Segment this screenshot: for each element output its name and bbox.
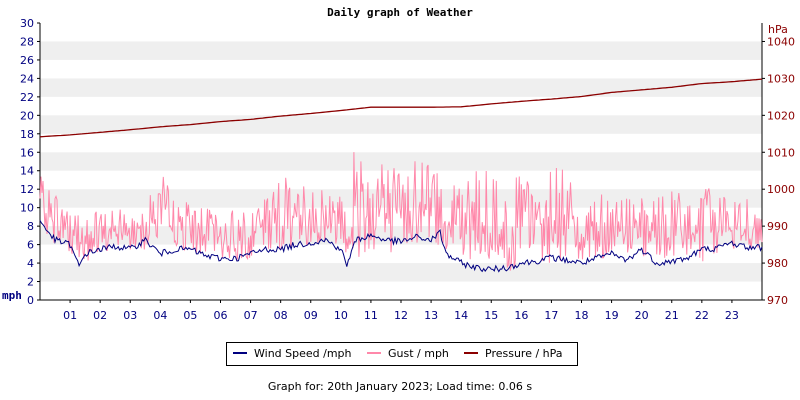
- grid-bands: [40, 41, 762, 282]
- grid-band: [40, 78, 762, 97]
- x-tick-label: 13: [424, 309, 438, 322]
- legend-swatch-wind: [233, 352, 247, 354]
- grid-band: [40, 115, 762, 134]
- x-tick-label: 02: [93, 309, 107, 322]
- y-right-tick-label: 970: [767, 294, 788, 307]
- footer-status: Graph for: 20th January 2023; Load time:…: [267, 380, 533, 393]
- y-left-tick-label: 22: [20, 91, 34, 104]
- y-left-tick-label: 12: [20, 183, 34, 196]
- x-tick-label: 01: [63, 309, 77, 322]
- legend-item-wind: Wind Speed /mph: [233, 347, 352, 363]
- x-tick-label: 21: [665, 309, 679, 322]
- pressure-line: [39, 78, 763, 138]
- y-left-tick-label: 26: [20, 54, 34, 67]
- gust-series: [39, 152, 763, 271]
- x-tick-label: 16: [514, 309, 528, 322]
- x-axis-ticks: 01 02 03 04 05 06 07 08 09 10 11 12 13 14 15 16 17 18 19 20…: [63, 300, 739, 322]
- y-axis-right-ticks: 970 980 990 1000 1010 1020 1030 1040: [762, 35, 795, 307]
- y-right-tick-label: 1030: [767, 72, 795, 85]
- x-tick-label: 07: [244, 309, 258, 322]
- x-tick-label: 08: [274, 309, 288, 322]
- x-tick-label: 22: [695, 309, 709, 322]
- legend-item-pressure: Pressure / hPa: [464, 347, 563, 363]
- y-left-tick-label: 30: [20, 17, 34, 30]
- y-left-tick-label: 14: [20, 165, 34, 178]
- x-tick-label: 19: [605, 309, 619, 322]
- wind-speed-series: [39, 220, 763, 273]
- y-right-tick-label: 980: [767, 257, 788, 270]
- chart-title: Daily graph of Weather: [327, 6, 473, 19]
- y-left-tick-label: 8: [27, 220, 34, 233]
- legend-label-gust: Gust / mph: [388, 347, 449, 360]
- y-left-tick-label: 6: [27, 239, 34, 252]
- y-right-tick-label: 1020: [767, 109, 795, 122]
- y-left-tick-label: 24: [20, 72, 34, 85]
- legend-swatch-gust: [367, 352, 381, 354]
- grid-band: [40, 41, 762, 60]
- x-tick-label: 03: [123, 309, 137, 322]
- chart-legend: Wind Speed /mph Gust / mph Pressure / hP…: [226, 342, 578, 366]
- legend-label-pressure: Pressure / hPa: [485, 347, 563, 360]
- x-tick-label: 09: [304, 309, 318, 322]
- x-tick-label: 18: [575, 309, 589, 322]
- y-left-tick-label: 10: [20, 202, 34, 215]
- y-left-tick-label: 16: [20, 146, 34, 159]
- legend-label-wind: Wind Speed /mph: [254, 347, 352, 360]
- grid-band: [40, 189, 762, 208]
- y-left-tick-label: 4: [27, 257, 34, 270]
- y-axis-right-label: hPa: [768, 23, 788, 36]
- x-tick-label: 14: [454, 309, 468, 322]
- y-left-tick-label: 0: [27, 294, 34, 307]
- pressure-series: [39, 78, 763, 138]
- y-right-tick-label: 1000: [767, 183, 795, 196]
- legend-swatch-pressure: [464, 352, 478, 354]
- legend-item-gust: Gust / mph: [367, 347, 449, 363]
- x-tick-label: 05: [183, 309, 197, 322]
- x-tick-label: 15: [484, 309, 498, 322]
- y-left-tick-label: 18: [20, 128, 34, 141]
- x-tick-label: 23: [725, 309, 739, 322]
- grid-band: [40, 263, 762, 282]
- grid-band: [40, 226, 762, 245]
- x-tick-label: 10: [334, 309, 348, 322]
- y-right-tick-label: 990: [767, 220, 788, 233]
- grid-band: [40, 152, 762, 171]
- x-tick-label: 11: [364, 309, 378, 322]
- x-tick-label: 20: [635, 309, 649, 322]
- gust-line: [39, 152, 763, 271]
- wind-speed-line: [39, 220, 763, 273]
- y-left-tick-label: 28: [20, 35, 34, 48]
- x-tick-label: 06: [214, 309, 228, 322]
- x-tick-label: 17: [544, 309, 558, 322]
- x-tick-label: 04: [153, 309, 167, 322]
- y-left-tick-label: 2: [27, 276, 34, 289]
- y-axis-left-label: mph: [2, 289, 22, 302]
- y-left-tick-label: 20: [20, 109, 34, 122]
- x-tick-label: 12: [394, 309, 408, 322]
- y-right-tick-label: 1040: [767, 35, 795, 48]
- y-right-tick-label: 1010: [767, 146, 795, 159]
